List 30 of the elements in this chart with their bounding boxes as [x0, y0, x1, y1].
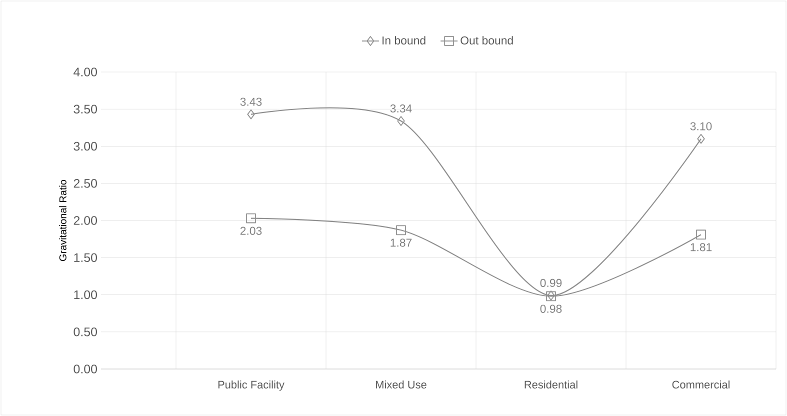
- legend-label: Out bound: [460, 36, 513, 45]
- data-label: 2.03: [240, 226, 262, 235]
- data-label: 3.34: [390, 104, 412, 113]
- y-tick-label: 1.50: [74, 253, 97, 262]
- y-tick-label: 0.50: [74, 327, 97, 336]
- point: [397, 116, 405, 126]
- point: [396, 225, 406, 236]
- data-label: 0.99: [540, 278, 562, 287]
- data-label: 3.43: [240, 98, 262, 106]
- point: [697, 134, 705, 144]
- point: [246, 213, 256, 224]
- legend-label: In bound: [382, 36, 426, 45]
- y-tick-label: 2.00: [74, 216, 97, 225]
- x-tick-label: Mixed Use: [376, 380, 426, 389]
- x-tick-label: Residential: [524, 380, 578, 389]
- y-tick-label: 3.00: [74, 142, 97, 151]
- y-axis-title: Gravitational Ratio: [59, 180, 66, 261]
- data-label: 1.87: [390, 238, 412, 247]
- x-tick-label: Commercial: [672, 380, 730, 389]
- y-tick-label: 1.00: [74, 290, 97, 300]
- y-tick-label: 3.50: [74, 104, 97, 114]
- data-label: 3.10: [690, 122, 712, 130]
- y-tick-label: 0.00: [74, 364, 97, 374]
- point: [247, 109, 255, 120]
- data-label: 1.81: [690, 243, 712, 252]
- y-tick-label: 4.00: [74, 68, 97, 76]
- x-tick-label: Public Facility: [218, 380, 284, 391]
- point: [696, 230, 706, 240]
- data-label: 0.98: [540, 304, 562, 313]
- y-tick-label: 2.50: [74, 178, 97, 188]
